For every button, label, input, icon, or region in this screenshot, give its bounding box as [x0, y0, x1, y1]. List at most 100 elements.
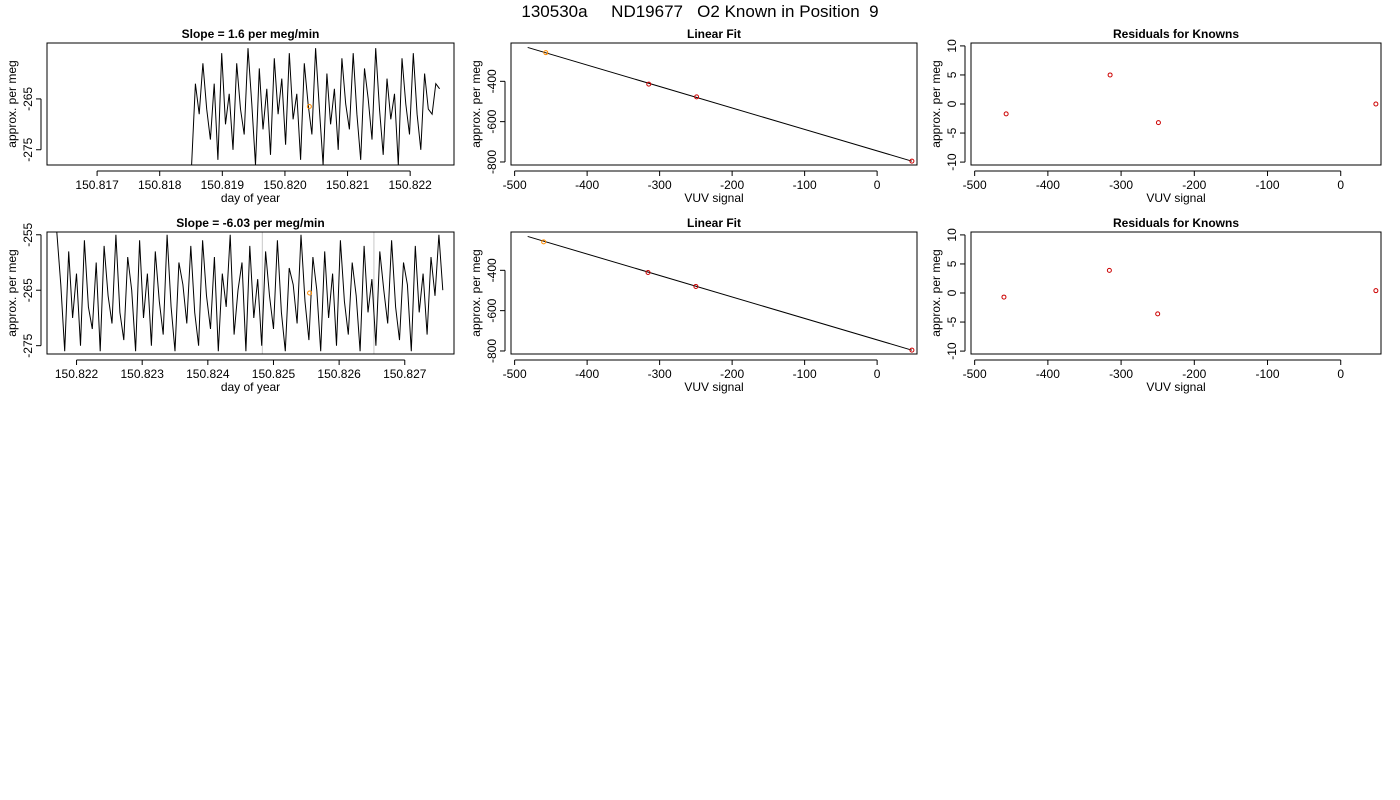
- chart-title: Slope = 1.6 per meg/min: [182, 27, 320, 41]
- plot-frame: [970, 231, 1382, 355]
- x-tick-label: 150.826: [317, 367, 361, 381]
- y-tick-label: -400: [485, 69, 499, 93]
- data-point: [1373, 101, 1379, 107]
- x-tick-label: -300: [648, 178, 672, 192]
- x-tick-label: -400: [575, 178, 599, 192]
- x-tick-label: -500: [503, 178, 527, 192]
- chart-panel-5: -500 -400 -300 -200 -100 0 -800 -600 -400 VUV sig…: [469, 216, 918, 394]
- x-tick-label: -100: [793, 178, 817, 192]
- plot-frame: [510, 231, 918, 355]
- x-tick-label: -300: [1109, 367, 1133, 381]
- y-tick-label: -800: [485, 150, 499, 174]
- y-tick-label: 0: [945, 100, 959, 107]
- x-tick-label: 150.818: [138, 178, 182, 192]
- plot-area: [191, 48, 441, 165]
- y-tick-label: -800: [485, 339, 499, 363]
- x-axis-label: VUV signal: [684, 380, 743, 394]
- x-tick-label: -500: [963, 178, 987, 192]
- data-point: [646, 81, 652, 87]
- data-point: [694, 94, 700, 100]
- x-tick-label: -300: [1109, 178, 1133, 192]
- y-axis-label: approx. per meg: [929, 60, 943, 147]
- chart-title: Residuals for Knowns: [1113, 27, 1239, 41]
- x-tick-label: -500: [963, 367, 987, 381]
- x-tick-label: -400: [1036, 367, 1060, 381]
- plot-frame: [46, 42, 455, 166]
- y-tick-label: 10: [945, 39, 959, 53]
- fit-line: [527, 46, 913, 162]
- chart-panel-1: 150.817 150.818 150.819 150.820 150.821 150.8…: [5, 27, 455, 205]
- y-axis-label: approx. per meg: [469, 60, 483, 147]
- plot-frame: [510, 42, 918, 166]
- y-axis-label: approx. per meg: [5, 249, 19, 336]
- x-tick-label: 0: [1337, 178, 1344, 192]
- series-line: [191, 48, 441, 165]
- data-point: [1373, 288, 1379, 294]
- x-tick-label: -500: [503, 367, 527, 381]
- y-tick-label: 0: [945, 289, 959, 296]
- x-axis-label: VUV signal: [684, 191, 743, 205]
- x-tick-label: -200: [1182, 367, 1206, 381]
- x-tick-label: -100: [1256, 367, 1280, 381]
- plot-frame: [970, 42, 1382, 166]
- data-point: [909, 347, 915, 353]
- data-point: [1155, 120, 1161, 126]
- y-axis-label: approx. per meg: [5, 60, 19, 147]
- y-tick-label: -265: [21, 278, 35, 302]
- plot-area: [56, 232, 444, 354]
- y-tick-label: -600: [485, 298, 499, 322]
- x-tick-label: -100: [1256, 178, 1280, 192]
- y-tick-label: -10: [945, 153, 959, 171]
- x-tick-label: 150.821: [326, 178, 370, 192]
- chart-title: Linear Fit: [687, 216, 741, 230]
- chart-panel-4: 150.822 150.823 150.824 150.825 150.826 150.8…: [5, 216, 455, 394]
- data-point: [1003, 111, 1009, 117]
- data-point: [909, 158, 915, 164]
- x-tick-label: -200: [1182, 178, 1206, 192]
- x-axis-label: day of year: [221, 191, 280, 205]
- plot-area: [1003, 72, 1379, 126]
- data-point: [307, 290, 313, 296]
- plot-area: [1001, 267, 1379, 317]
- x-axis-label: VUV signal: [1146, 191, 1205, 205]
- data-point: [1001, 294, 1007, 300]
- data-point: [1106, 267, 1112, 273]
- fit-line: [527, 235, 913, 351]
- y-tick-label: -5: [945, 316, 959, 327]
- plot-area: [527, 235, 915, 353]
- x-tick-label: -400: [575, 367, 599, 381]
- data-point: [543, 50, 549, 56]
- data-point: [306, 104, 312, 110]
- x-tick-label: -400: [1036, 178, 1060, 192]
- y-tick-label: -10: [945, 342, 959, 360]
- y-tick-label: -400: [485, 258, 499, 282]
- x-tick-label: -100: [793, 367, 817, 381]
- y-tick-label: -275: [21, 137, 35, 161]
- plot-area: [527, 46, 915, 164]
- x-tick-label: -200: [720, 178, 744, 192]
- data-point: [645, 270, 651, 276]
- x-axis-label: day of year: [221, 380, 280, 394]
- data-point: [1155, 311, 1161, 317]
- x-tick-label: 150.822: [55, 367, 99, 381]
- x-tick-label: 0: [874, 367, 881, 381]
- y-tick-label: -265: [21, 87, 35, 111]
- page-title: 130530a ND19677 O2 Known in Position 9: [521, 2, 879, 21]
- series-line: [56, 232, 444, 352]
- data-point: [693, 283, 699, 289]
- x-tick-label: 150.823: [120, 367, 164, 381]
- y-axis-label: approx. per meg: [929, 249, 943, 336]
- chart-title: Slope = -6.03 per meg/min: [176, 216, 324, 230]
- x-tick-label: 150.825: [252, 367, 296, 381]
- x-axis-label: VUV signal: [1146, 380, 1205, 394]
- y-tick-label: 5: [945, 71, 959, 78]
- y-tick-label: -600: [485, 109, 499, 133]
- x-tick-label: 150.820: [263, 178, 307, 192]
- x-tick-label: 0: [874, 178, 881, 192]
- y-tick-label: 5: [945, 260, 959, 267]
- x-tick-label: 150.827: [383, 367, 427, 381]
- chart-panel-2: -500 -400 -300 -200 -100 0 -800 -600 -400 VUV sig…: [469, 27, 918, 205]
- x-tick-label: 150.817: [75, 178, 119, 192]
- x-tick-label: 150.824: [186, 367, 230, 381]
